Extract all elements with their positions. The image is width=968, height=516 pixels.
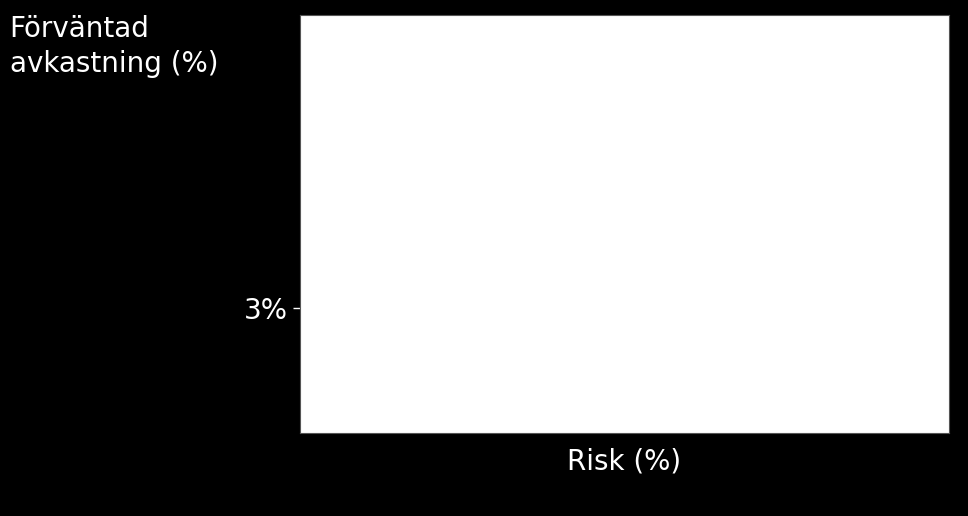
X-axis label: Risk (%): Risk (%)	[567, 447, 681, 475]
Text: Förväntad
avkastning (%): Förväntad avkastning (%)	[10, 15, 218, 78]
